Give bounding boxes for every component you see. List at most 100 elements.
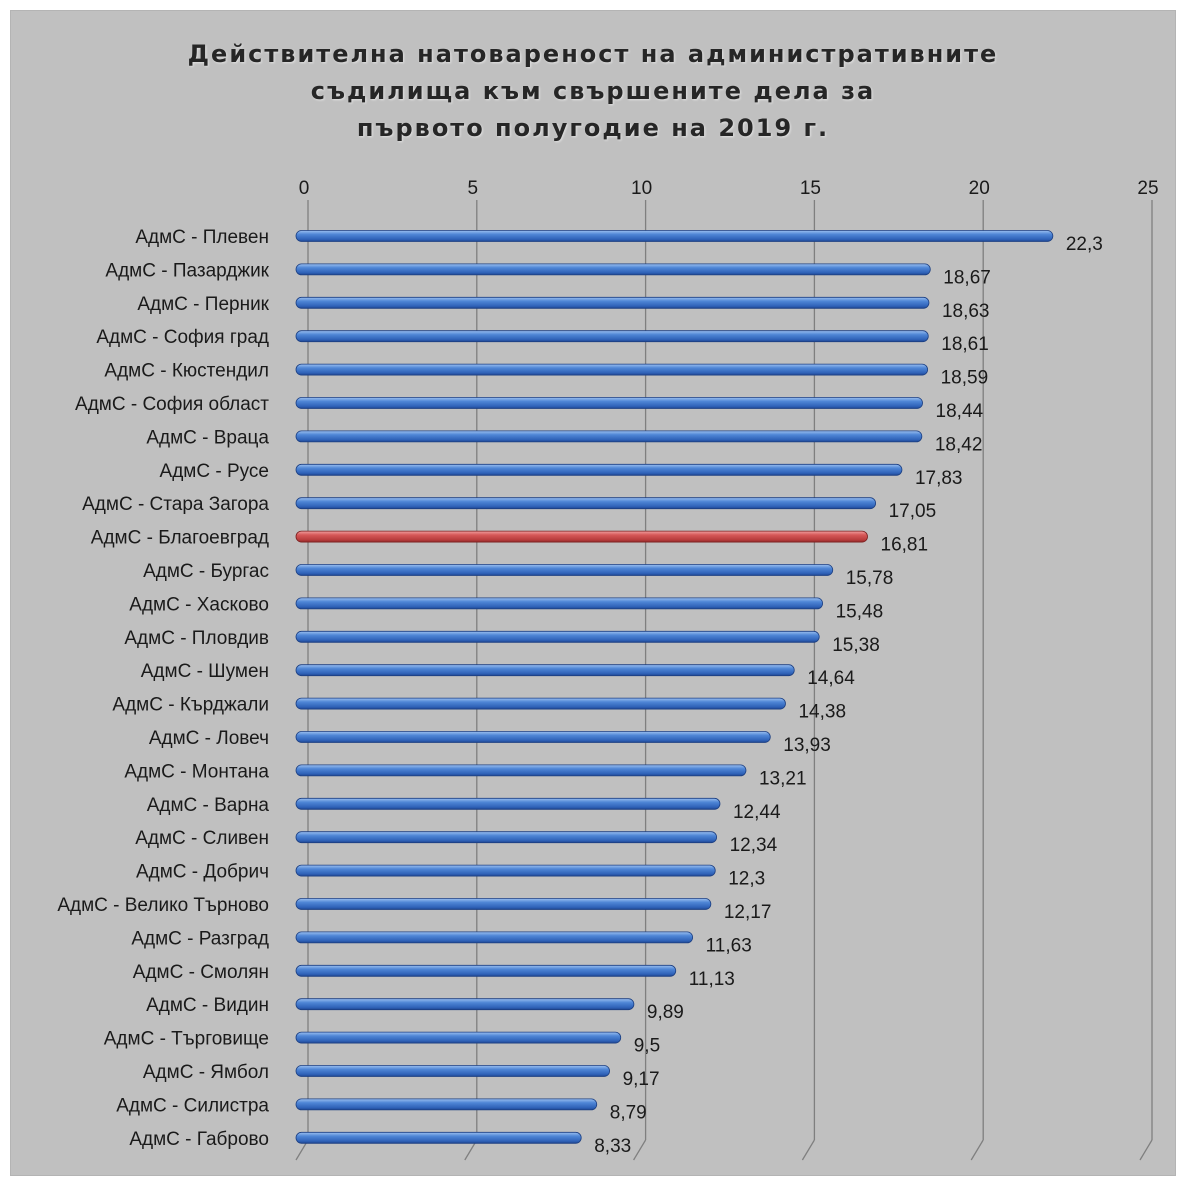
data-label: 12,34 <box>730 835 778 856</box>
bar <box>295 831 717 844</box>
bar <box>295 964 677 977</box>
data-label: 17,05 <box>889 501 937 522</box>
bar <box>295 397 923 409</box>
category-label: АдмС - Велико Търново <box>57 895 269 916</box>
bar <box>295 564 834 576</box>
x-tick-label: 5 <box>468 178 479 199</box>
bar <box>295 263 931 276</box>
data-label: 18,67 <box>943 267 991 288</box>
data-label: 8,33 <box>594 1136 631 1157</box>
bar <box>295 430 923 443</box>
bar <box>295 1031 622 1044</box>
category-label: АдмС - Ловеч <box>149 728 269 749</box>
bar <box>295 363 928 376</box>
data-label: 11,13 <box>689 969 735 990</box>
grid-line-foot <box>633 1139 647 1161</box>
category-label: АдмС - Благоевград <box>91 528 269 549</box>
data-label: 22,3 <box>1066 234 1103 255</box>
x-tick-label: 10 <box>631 178 652 199</box>
bar <box>295 797 721 810</box>
category-label: АдмС - Стара Загора <box>82 494 269 515</box>
x-tick-label: 0 <box>299 178 310 199</box>
bar <box>295 330 929 343</box>
x-axis-ticks: 0 5 10 15 20 25 <box>299 178 1159 199</box>
data-labels: 22,3 18,67 18,63 18,61 18,59 18,44 18,42 17,83 1… <box>594 234 1103 1157</box>
chart-title: Действителна натовареност на администрат… <box>10 36 1176 147</box>
category-axis: АдмС - Плевен АдмС - Пазарджик АдмС - Перн… <box>57 227 269 1150</box>
bar <box>295 731 771 743</box>
chart-title-line-2: съдилища към свършените дела за <box>310 77 876 105</box>
chart-area <box>10 10 1176 1176</box>
data-label: 18,42 <box>935 434 983 455</box>
grid-line-foot <box>801 1139 815 1161</box>
category-label: АдмС - София град <box>96 327 269 348</box>
data-label: 15,78 <box>846 568 894 589</box>
grid-line-foot <box>1139 1139 1153 1161</box>
chart-title-line-3: първото полугодие на 2019 г. <box>356 114 830 142</box>
data-label: 18,63 <box>942 301 990 322</box>
chart-title-line-1: Действителна натовареност на администрат… <box>187 40 999 68</box>
data-label: 11,63 <box>706 935 752 956</box>
grid-lines <box>295 200 1153 1161</box>
category-label: АдмС - Монтана <box>124 761 269 782</box>
bar-series <box>295 230 1054 1144</box>
data-label: 9,17 <box>623 1069 660 1090</box>
category-label: АдмС - Кърджали <box>112 695 269 716</box>
grid-line-foot <box>970 1139 984 1161</box>
data-label: 17,83 <box>915 468 963 489</box>
x-tick-label: 15 <box>800 178 821 199</box>
category-label: АдмС - Русе <box>160 461 269 482</box>
data-label: 16,81 <box>881 535 929 556</box>
category-label: АдмС - Добрич <box>136 862 269 883</box>
category-label: АдмС - Враца <box>146 427 269 448</box>
bar <box>295 1098 598 1111</box>
x-tick-label: 20 <box>969 178 990 199</box>
data-label: 15,38 <box>832 635 880 656</box>
data-label: 15,48 <box>836 601 884 622</box>
data-label: 18,61 <box>941 334 989 355</box>
data-label: 12,44 <box>733 802 781 823</box>
category-label: АдмС - Шумен <box>141 661 269 682</box>
category-label: АдмС - София област <box>75 394 269 415</box>
category-label: АдмС - Хасково <box>129 594 269 615</box>
bar-highlighted <box>295 530 868 543</box>
category-label: АдмС - Варна <box>147 795 270 816</box>
data-label: 18,59 <box>941 368 989 389</box>
category-label: АдмС - Габрово <box>129 1129 269 1150</box>
data-label: 14,64 <box>807 668 855 689</box>
category-label: АдмС - Перник <box>137 294 269 315</box>
category-label: АдмС - Търговище <box>104 1029 269 1050</box>
bar <box>295 998 635 1011</box>
data-label: 18,44 <box>936 401 984 422</box>
data-label: 14,38 <box>798 702 846 723</box>
data-label: 13,93 <box>783 735 831 756</box>
bar <box>295 597 824 610</box>
category-label: АдмС - Пазарджик <box>105 260 269 281</box>
data-label: 8,79 <box>610 1102 647 1123</box>
category-label: АдмС - Силистра <box>116 1095 269 1116</box>
category-label: АдмС - Видин <box>146 995 269 1016</box>
bar <box>295 497 877 510</box>
category-label: АдмС - Смолян <box>133 962 269 983</box>
category-label: АдмС - Плевен <box>135 227 269 248</box>
category-label: АдмС - Ямбол <box>143 1062 269 1083</box>
bar <box>295 1131 582 1144</box>
bar <box>295 296 930 309</box>
data-label: 12,3 <box>728 869 765 890</box>
category-label: АдмС - Разград <box>131 928 269 949</box>
category-label: АдмС - Бургас <box>143 561 269 582</box>
bar <box>295 764 747 777</box>
category-label: АдмС - Пловдив <box>124 628 269 649</box>
category-label: АдмС - Кюстендил <box>104 361 269 382</box>
bar <box>295 664 795 677</box>
data-label: 13,21 <box>759 768 807 789</box>
bar <box>295 230 1054 242</box>
data-label: 12,17 <box>724 902 772 923</box>
category-label: АдмС - Сливен <box>135 828 269 849</box>
bar <box>295 630 820 643</box>
x-tick-label: 25 <box>1137 178 1158 199</box>
bar <box>295 463 903 476</box>
bar <box>295 864 716 877</box>
bar <box>295 1065 610 1077</box>
